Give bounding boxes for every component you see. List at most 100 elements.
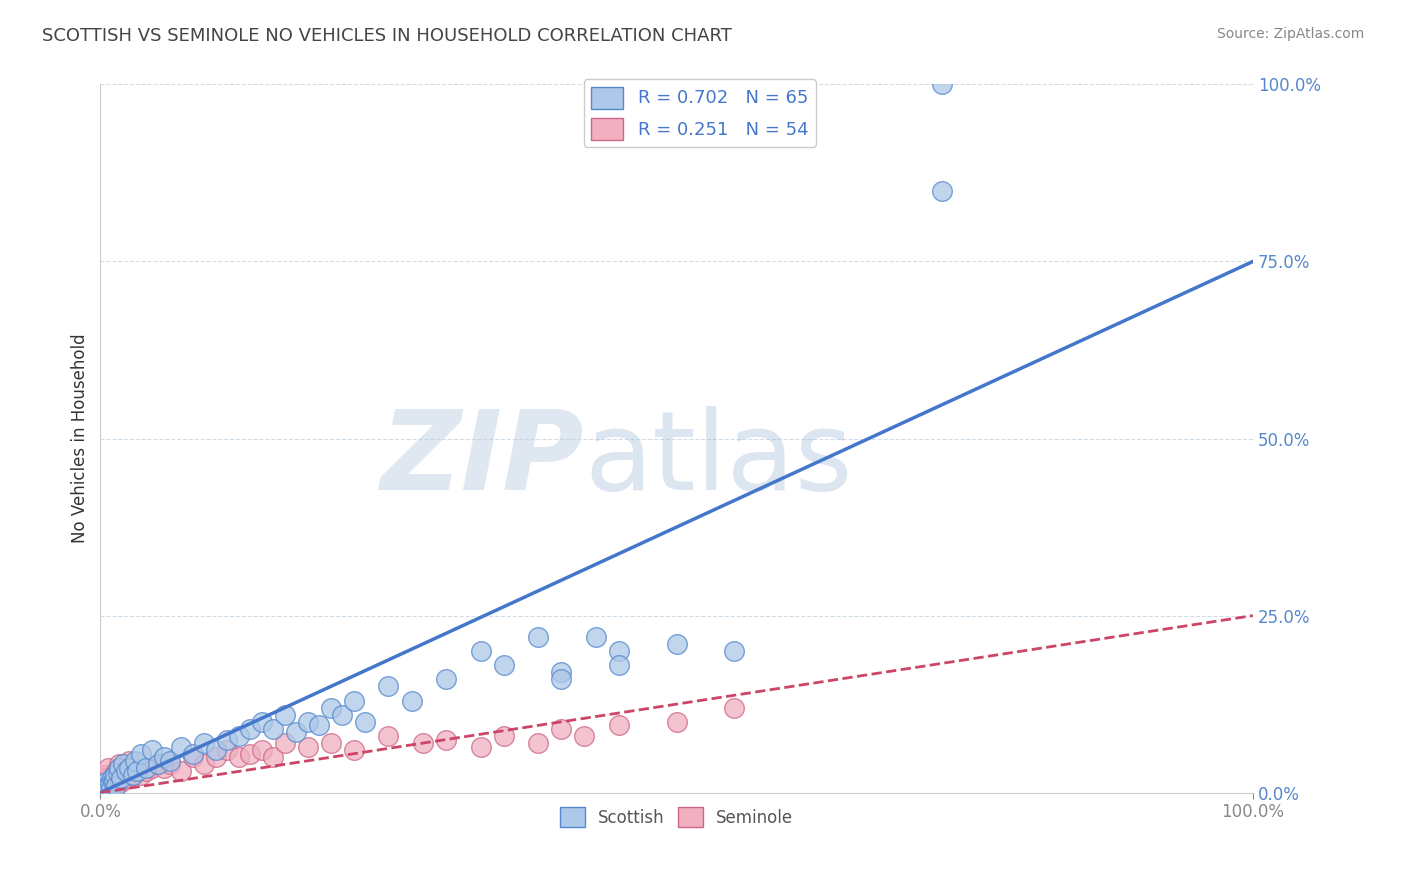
Point <box>607 718 630 732</box>
Point <box>193 757 215 772</box>
Point <box>274 736 297 750</box>
Point <box>297 739 319 754</box>
Point <box>90 772 112 786</box>
Point <box>105 779 128 793</box>
Point <box>97 761 120 775</box>
Point <box>118 761 141 775</box>
Point <box>262 750 284 764</box>
Point <box>262 722 284 736</box>
Point <box>100 780 122 794</box>
Point <box>91 782 114 797</box>
Point <box>193 736 215 750</box>
Point <box>110 775 132 789</box>
Point <box>343 743 366 757</box>
Point <box>332 707 354 722</box>
Point <box>127 764 149 779</box>
Point <box>129 768 152 782</box>
Point <box>94 782 117 797</box>
Point <box>319 736 342 750</box>
Point <box>170 764 193 779</box>
Point <box>931 78 953 92</box>
Point <box>124 764 146 779</box>
Point <box>217 743 239 757</box>
Point <box>723 700 745 714</box>
Point <box>434 673 457 687</box>
Point <box>141 761 163 775</box>
Point <box>550 722 572 736</box>
Point <box>228 729 250 743</box>
Point <box>96 772 118 786</box>
Point <box>112 761 135 775</box>
Point <box>121 768 143 782</box>
Point <box>401 693 423 707</box>
Point <box>354 714 377 729</box>
Point <box>228 750 250 764</box>
Point <box>527 630 550 644</box>
Point <box>170 739 193 754</box>
Point <box>135 761 157 775</box>
Point <box>470 739 492 754</box>
Point <box>146 757 169 772</box>
Point <box>94 768 117 782</box>
Point <box>239 747 262 761</box>
Point <box>607 644 630 658</box>
Point <box>93 777 115 791</box>
Point <box>114 764 136 779</box>
Point <box>550 665 572 680</box>
Point <box>250 743 273 757</box>
Point <box>93 783 115 797</box>
Point <box>297 714 319 729</box>
Point <box>107 772 129 786</box>
Point <box>94 780 117 795</box>
Point <box>141 743 163 757</box>
Text: Source: ZipAtlas.com: Source: ZipAtlas.com <box>1216 27 1364 41</box>
Point <box>121 768 143 782</box>
Point <box>101 772 124 786</box>
Point <box>665 714 688 729</box>
Point <box>91 780 114 794</box>
Point <box>274 707 297 722</box>
Point <box>550 673 572 687</box>
Point <box>492 729 515 743</box>
Point <box>527 736 550 750</box>
Point <box>90 782 112 797</box>
Point <box>377 680 399 694</box>
Point <box>665 637 688 651</box>
Y-axis label: No Vehicles in Household: No Vehicles in Household <box>72 334 89 543</box>
Point <box>114 772 136 786</box>
Point <box>412 736 434 750</box>
Point <box>152 761 174 775</box>
Point <box>492 658 515 673</box>
Point <box>112 757 135 772</box>
Point <box>98 775 121 789</box>
Point <box>931 184 953 198</box>
Point <box>343 693 366 707</box>
Point <box>607 658 630 673</box>
Point <box>107 761 129 775</box>
Text: atlas: atlas <box>585 406 853 513</box>
Point <box>91 779 114 793</box>
Point <box>107 757 129 772</box>
Text: ZIP: ZIP <box>381 406 585 513</box>
Point <box>100 781 122 796</box>
Point <box>96 779 118 793</box>
Point <box>204 750 226 764</box>
Point <box>217 732 239 747</box>
Point <box>94 779 117 793</box>
Point <box>574 729 596 743</box>
Point <box>434 732 457 747</box>
Point <box>91 782 114 797</box>
Legend: Scottish, Seminole: Scottish, Seminole <box>553 800 800 834</box>
Point <box>470 644 492 658</box>
Point <box>152 750 174 764</box>
Point <box>585 630 607 644</box>
Point <box>118 754 141 768</box>
Point <box>107 765 129 780</box>
Point <box>104 768 127 782</box>
Point <box>91 780 114 794</box>
Point <box>135 764 157 779</box>
Point <box>101 772 124 786</box>
Point <box>97 780 120 794</box>
Point <box>98 777 121 791</box>
Point <box>204 743 226 757</box>
